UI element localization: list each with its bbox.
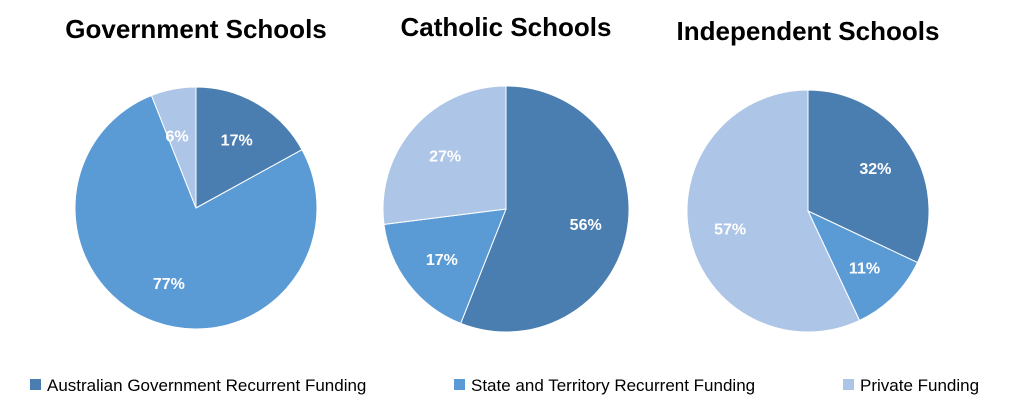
legend-label-state-territory: State and Territory Recurrent Funding <box>471 376 755 395</box>
slice-label-australian-government: 17% <box>221 132 253 149</box>
slice-label-state-territory: 11% <box>849 261 880 278</box>
pie-slice-state-territory <box>383 208 507 325</box>
pie-slice-private <box>150 86 197 209</box>
pie-slice-australian-government <box>195 86 303 209</box>
slice-label-private: 57% <box>714 221 746 238</box>
slice-label-australian-government: 32% <box>859 161 891 178</box>
legend-swatch-private <box>843 379 854 390</box>
pie-slice-state-territory <box>74 94 318 330</box>
pie-slice-australian-government <box>460 85 630 333</box>
pie-chart-1: Government Schools 17% 77% 6% <box>65 14 327 330</box>
pie-chart-3: Independent Schools 32% 11% 57% <box>677 16 940 333</box>
slice-label-private: 27% <box>429 148 461 165</box>
legend-swatch-australian-government <box>30 379 41 390</box>
pie-slice-private <box>382 85 507 225</box>
legend-label-australian-government: Australian Government Recurrent Funding <box>47 376 366 395</box>
charts-layer: Government Schools 17% 77% 6% Catholic Schoo… <box>65 12 940 333</box>
slice-label-state-territory: 17% <box>426 252 458 269</box>
pie-slice-australian-government <box>807 89 930 264</box>
legend-label-private: Private Funding <box>860 376 979 395</box>
pie-chart-2: Catholic Schools 56% 17% 27% <box>382 12 630 333</box>
chart-title: Government Schools <box>65 14 327 44</box>
legend: Australian Government Recurrent Funding … <box>30 376 979 395</box>
pie-slice-private <box>686 89 861 333</box>
chart-title: Catholic Schools <box>401 12 612 42</box>
slice-label-australian-government: 56% <box>570 217 602 234</box>
chart-title: Independent Schools <box>677 16 940 46</box>
slice-label-private: 6% <box>165 129 188 146</box>
slice-label-state-territory: 77% <box>153 276 185 293</box>
legend-swatch-state-territory <box>454 379 465 390</box>
pie-slice-state-territory <box>806 209 919 322</box>
